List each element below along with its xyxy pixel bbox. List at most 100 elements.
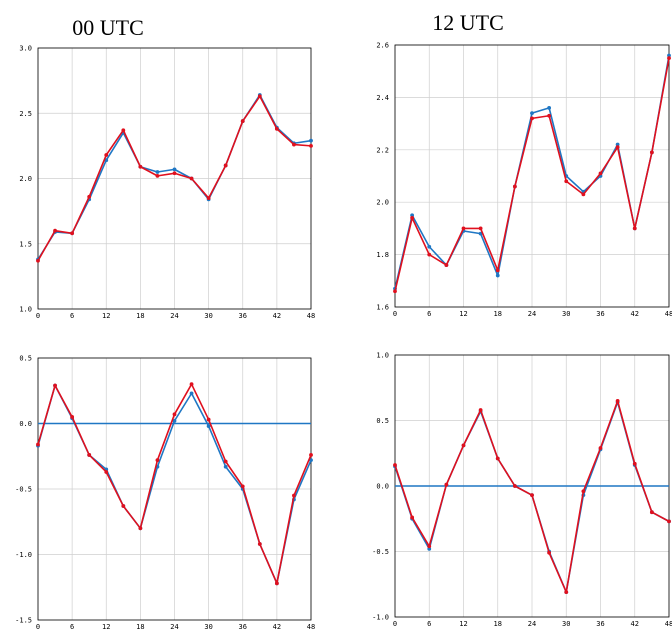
- data-point: [104, 153, 109, 157]
- plot-frame: [394, 44, 670, 308]
- chart-12utc-bottom: 0 6 12 18 24 30 36 42 48 -1.0 -0.5 0.0 0.5 1.0: [372, 352, 672, 629]
- y-tick-label: 2.4: [376, 94, 389, 102]
- y-tick-label: 1.5: [19, 240, 32, 248]
- x-tick-label: 36: [239, 312, 247, 320]
- data-point: [649, 150, 654, 155]
- data-point: [598, 171, 603, 176]
- plot-frame: [37, 47, 312, 310]
- x-tick-label: 42: [273, 623, 281, 631]
- data-point: [495, 456, 500, 461]
- data-point: [53, 228, 57, 233]
- x-tick-label: 6: [427, 310, 431, 318]
- y-tick-label: 2.5: [19, 110, 32, 118]
- y-tick-label: 2.0: [19, 175, 32, 183]
- data-point: [667, 53, 671, 58]
- data-point: [632, 226, 637, 231]
- y-tick-label: 1.8: [376, 251, 389, 259]
- x-tick-label: 42: [273, 312, 281, 320]
- data-point: [615, 142, 620, 147]
- data-point: [121, 128, 126, 133]
- data-point: [206, 424, 211, 429]
- y-tick-label: 2.0: [376, 199, 389, 207]
- data-point: [410, 515, 415, 520]
- data-point: [172, 167, 177, 172]
- series-red: [36, 94, 313, 263]
- data-point: [598, 446, 603, 450]
- title-00-utc: 00 UTC: [72, 15, 144, 40]
- x-tick-label: 30: [204, 623, 212, 631]
- data-point: [495, 273, 500, 278]
- x-tick-label: 42: [631, 310, 639, 318]
- data-point: [53, 383, 57, 388]
- x-tick-label: 18: [494, 310, 502, 318]
- x-tick-label: 0: [36, 312, 40, 320]
- data-point: [410, 216, 415, 220]
- y-tick-label: -0.5: [372, 548, 389, 556]
- data-point: [667, 519, 671, 524]
- data-point: [530, 111, 534, 116]
- y-tick-label: 2.2: [376, 146, 389, 154]
- y-tick-label: -1.0: [372, 614, 389, 622]
- data-point: [615, 398, 620, 403]
- data-point: [461, 226, 466, 231]
- data-point: [667, 56, 671, 60]
- data-point: [649, 510, 654, 515]
- data-point: [87, 453, 92, 457]
- data-point: [393, 289, 397, 294]
- plot-frame: [37, 357, 312, 621]
- data-point: [257, 542, 262, 546]
- y-tick-label: 1.0: [19, 306, 32, 314]
- series-red: [36, 382, 313, 586]
- data-point: [240, 484, 245, 489]
- x-tick-label: 36: [596, 310, 604, 318]
- x-tick-label: 18: [136, 623, 144, 631]
- x-tick-label: 48: [665, 620, 672, 628]
- data-point: [70, 415, 75, 419]
- x-tick-label: 24: [170, 312, 178, 320]
- data-point: [36, 442, 40, 447]
- x-tick-label: 12: [102, 312, 110, 320]
- x-tick-label: 42: [631, 620, 639, 628]
- data-point: [410, 213, 415, 218]
- chart-00utc-bottom: 0 6 12 18 24 30 36 42 48 -1.5 -1.0 -0.5 0.0 0.5: [15, 355, 315, 632]
- data-point: [309, 143, 313, 148]
- y-tick-label: 3.0: [19, 45, 32, 53]
- data-point: [172, 171, 177, 176]
- x-tick-label: 12: [459, 620, 467, 628]
- x-tick-label: 24: [170, 623, 178, 631]
- data-point: [427, 252, 432, 257]
- data-point: [444, 482, 449, 487]
- x-tick-label: 6: [427, 620, 431, 628]
- data-point: [155, 173, 160, 178]
- data-point: [427, 546, 432, 551]
- chart-12utc-top: 0 6 12 18 24 30 36 42 48 1.6 1.8 2.0 2.2 2.4 2.6: [376, 42, 672, 319]
- y-tick-label: 1.0: [376, 352, 389, 360]
- x-tick-label: 6: [70, 623, 74, 631]
- title-12-utc: 12 UTC: [432, 10, 504, 35]
- data-point: [138, 526, 143, 531]
- x-tick-label: 24: [528, 620, 536, 628]
- y-tick-label: -1.5: [15, 617, 32, 625]
- x-tick-label: 36: [239, 623, 247, 631]
- data-point: [512, 484, 517, 488]
- x-tick-label: 48: [307, 623, 315, 631]
- y-tick-label: 0.5: [376, 417, 389, 425]
- data-point: [547, 113, 552, 118]
- x-tick-label: 0: [393, 620, 397, 628]
- data-point: [564, 590, 569, 595]
- y-tick-label: 0.5: [19, 355, 32, 363]
- data-point: [309, 138, 313, 143]
- data-point: [292, 142, 296, 147]
- data-point: [206, 417, 211, 422]
- data-point: [581, 192, 586, 197]
- series-red: [393, 398, 671, 595]
- data-point: [70, 231, 75, 236]
- y-tick-label: 0.0: [376, 483, 389, 491]
- data-point: [189, 382, 194, 387]
- x-tick-label: 24: [528, 310, 536, 318]
- data-point: [547, 550, 552, 555]
- x-tick-label: 12: [459, 310, 467, 318]
- x-tick-label: 48: [307, 312, 315, 320]
- data-point: [444, 263, 449, 267]
- data-point: [155, 170, 160, 174]
